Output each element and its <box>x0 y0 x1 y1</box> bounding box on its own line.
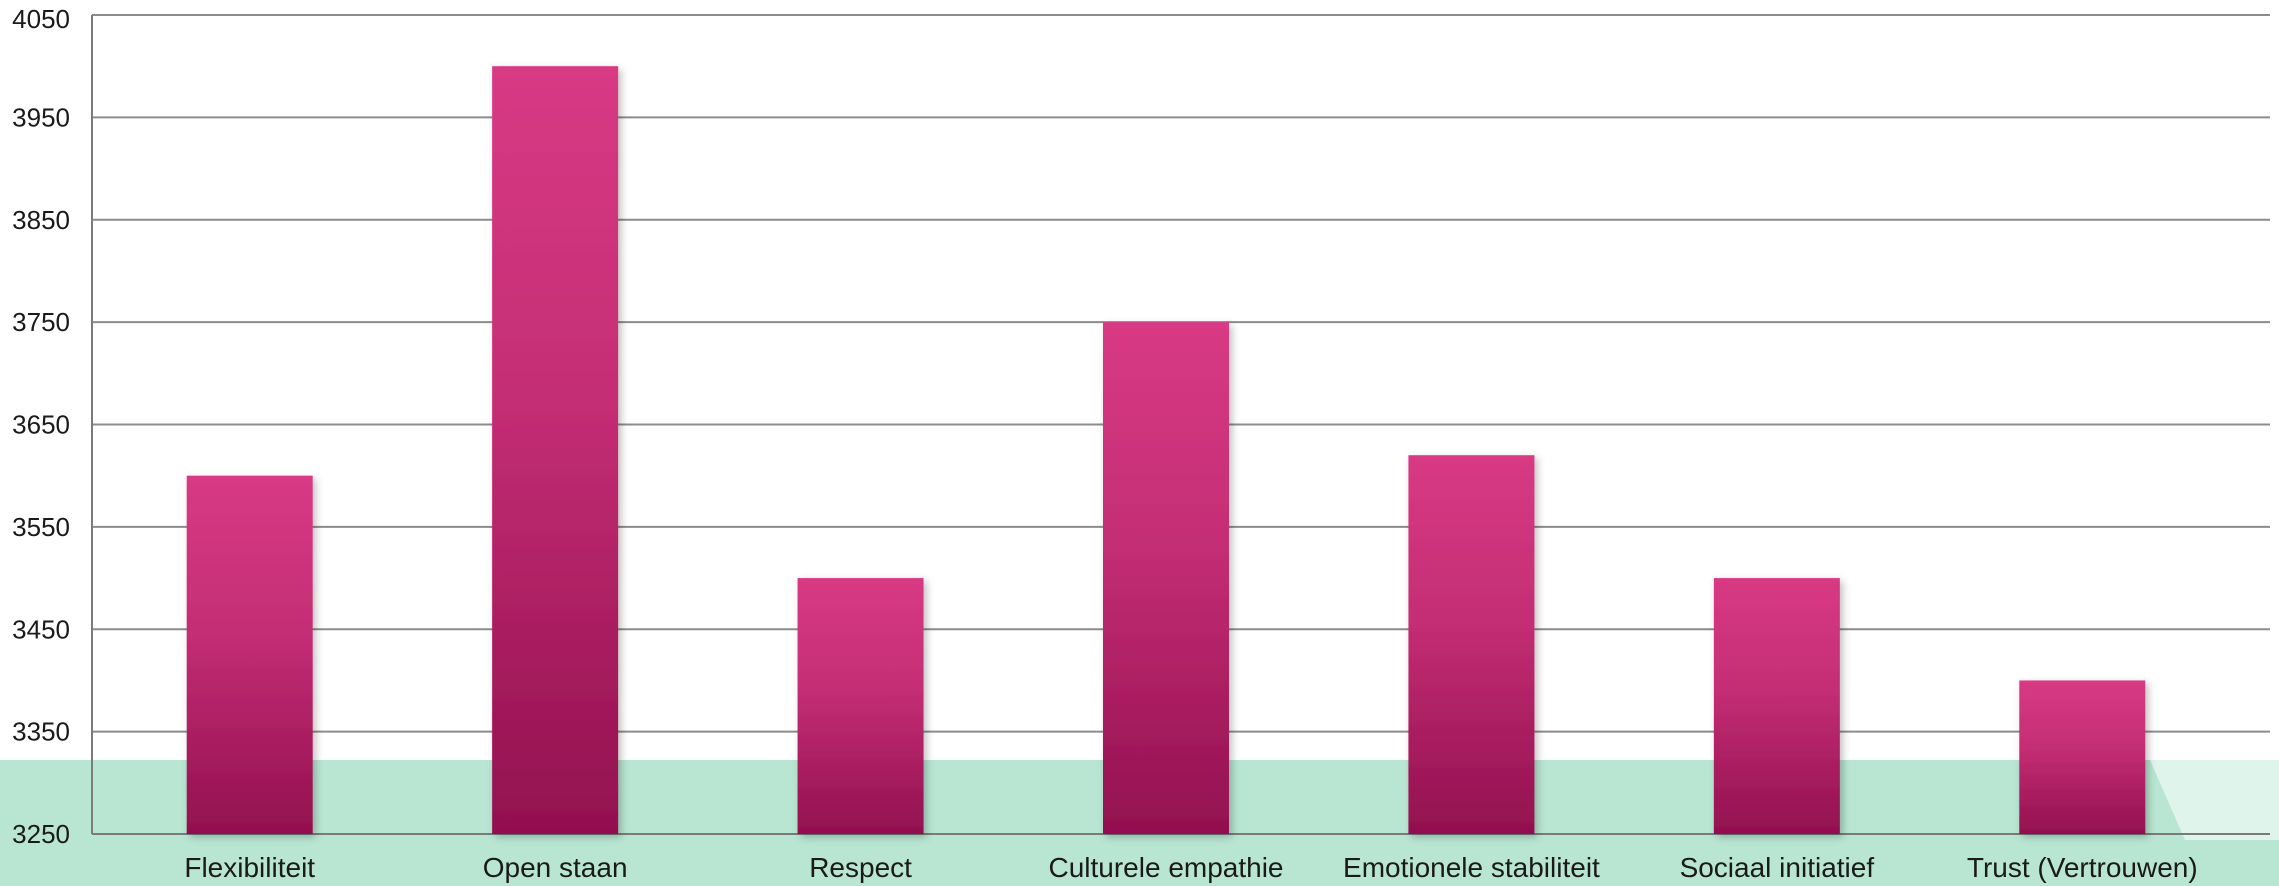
x-category-label: Open staan <box>483 852 628 883</box>
y-tick-label: 4050 <box>12 4 70 34</box>
y-tick-label: 3350 <box>12 717 70 747</box>
x-category-labels: Flexibiliteit Open staan Respect Culturele … <box>184 852 2197 883</box>
background-band-highlight <box>2150 760 2279 840</box>
y-tick-label: 3550 <box>12 512 70 542</box>
x-category-label: Flexibiliteit <box>184 852 315 883</box>
bar <box>2019 680 2146 834</box>
x-category-label: Sociaal initiatief <box>1680 852 1875 883</box>
y-tick-labels: 3250 3350 3450 3550 3650 3750 3850 3950 4050 <box>12 4 70 849</box>
x-category-label: Trust (Vertrouwen) <box>1967 852 2198 883</box>
bar <box>1713 578 1840 834</box>
bar <box>1103 322 1229 834</box>
x-category-label: Respect <box>809 852 912 883</box>
x-category-label: Emotionele stabiliteit <box>1343 852 1600 883</box>
x-category-label: Culturele empathie <box>1048 852 1283 883</box>
y-tick-label: 3950 <box>12 102 70 132</box>
y-tick-label: 3850 <box>12 205 70 235</box>
y-tick-label: 3450 <box>12 614 70 644</box>
bar <box>492 66 619 834</box>
bar <box>1408 455 1535 834</box>
y-tick-label: 3750 <box>12 307 70 337</box>
bars <box>186 66 2146 834</box>
y-tick-label: 3650 <box>12 410 70 440</box>
bar <box>186 475 313 834</box>
y-tick-label: 3250 <box>12 819 70 849</box>
bar <box>797 578 924 834</box>
